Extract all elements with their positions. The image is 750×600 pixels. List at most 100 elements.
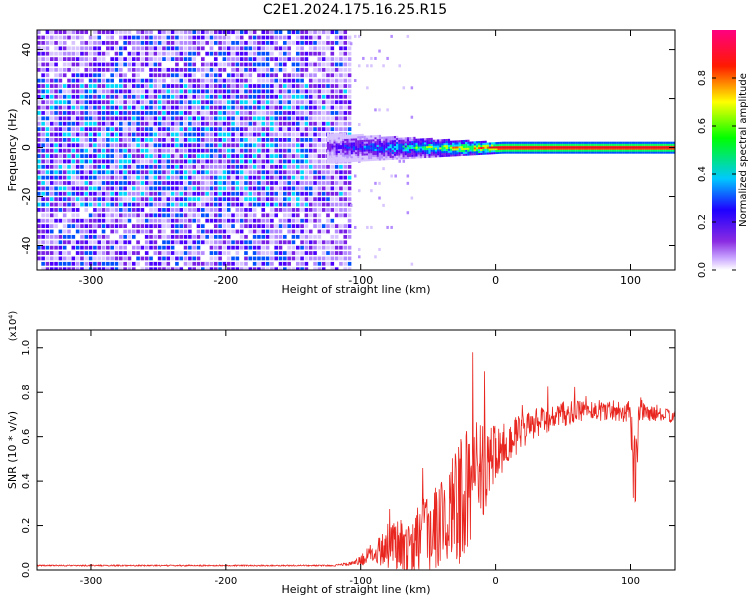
heatmap-cell <box>205 89 209 94</box>
heatmap-cell <box>170 234 175 239</box>
heatmap-cell <box>644 147 647 150</box>
heatmap-cell <box>136 57 140 61</box>
heatmap-cell <box>317 208 322 212</box>
heatmap-cell <box>235 73 240 78</box>
heatmap-cell <box>439 141 442 144</box>
heatmap-cell <box>114 46 119 51</box>
heatmap-cell <box>378 138 381 141</box>
heatmap-cell <box>149 240 153 245</box>
heatmap-cell <box>308 245 313 250</box>
heatmap-cell <box>157 261 162 266</box>
heatmap-cell <box>343 78 348 83</box>
heatmap-cell <box>270 234 274 239</box>
heatmap-cell <box>183 111 188 115</box>
heatmap-cell <box>374 146 377 150</box>
heatmap-cell <box>248 62 253 67</box>
heatmap-cell <box>370 156 373 160</box>
heatmap-cell <box>287 251 291 255</box>
heatmap-cell <box>620 151 623 154</box>
heatmap-cell <box>136 181 140 185</box>
heatmap-cell <box>54 181 58 185</box>
heatmap-cell <box>106 256 110 261</box>
heatmap-cell <box>175 267 179 270</box>
heatmap-cell <box>495 149 498 153</box>
heatmap-cell <box>37 100 41 105</box>
heatmap-cell <box>334 57 339 61</box>
heatmap-cell <box>283 261 287 266</box>
heatmap-cell <box>326 208 330 212</box>
heatmap-cell <box>183 132 188 137</box>
heatmap-cell <box>343 181 348 185</box>
heatmap-cell <box>239 175 244 180</box>
heatmap-cell <box>54 197 58 202</box>
heatmap-cell <box>183 170 188 175</box>
heatmap-cell <box>239 57 244 61</box>
heatmap-cell <box>644 151 647 154</box>
heatmap-cell <box>460 140 464 143</box>
heatmap-cell <box>144 197 149 202</box>
heatmap-cell <box>342 158 345 161</box>
heatmap-cell <box>188 261 192 266</box>
heatmap-cell <box>265 46 270 51</box>
heatmap-cell <box>614 147 617 150</box>
heatmap-cell <box>540 151 543 154</box>
heatmap-cell <box>62 224 67 229</box>
heatmap-cell <box>579 141 582 144</box>
heatmap-cell <box>244 78 248 83</box>
heatmap-cell <box>93 121 97 126</box>
heatmap-cell <box>101 191 106 196</box>
heatmap-cell <box>308 78 313 83</box>
heatmap-cell <box>106 218 110 223</box>
heatmap-cell <box>359 135 362 139</box>
heatmap-cell <box>519 149 522 152</box>
colorbar-gradient <box>712 30 736 270</box>
heatmap-cell <box>175 202 179 207</box>
heatmap-cell <box>406 211 410 215</box>
heatmap-cell <box>183 35 188 40</box>
heatmap-cell <box>213 41 218 45</box>
heatmap-cell <box>231 111 235 115</box>
heatmap-cell <box>313 240 317 245</box>
heatmap-cell <box>188 224 192 229</box>
heatmap-cell <box>376 148 379 151</box>
heatmap-cell <box>58 261 63 266</box>
heatmap-cell <box>222 62 227 67</box>
heatmap-cell <box>283 267 287 270</box>
heatmap-cell <box>93 191 97 196</box>
heatmap-cell <box>252 224 257 229</box>
heatmap-cell <box>209 41 214 45</box>
heatmap-cell <box>270 132 274 137</box>
heatmap-cell <box>54 116 58 121</box>
heatmap-cell <box>54 224 58 229</box>
heatmap-cell <box>84 164 89 169</box>
heatmap-cell <box>93 94 97 99</box>
heatmap-cell <box>346 134 349 137</box>
heatmap-cell <box>226 191 231 196</box>
heatmap-cell <box>106 111 110 115</box>
heatmap-cell <box>334 100 339 105</box>
heatmap-cell <box>270 46 274 51</box>
heatmap-cell <box>378 181 381 185</box>
heatmap-cell <box>162 181 166 185</box>
heatmap-cell <box>244 208 248 212</box>
heatmap-cell <box>334 111 339 115</box>
heatmap-cell <box>162 51 166 56</box>
heatmap-cell <box>49 84 54 88</box>
heatmap-cell <box>183 94 188 99</box>
heatmap-cell <box>562 141 565 144</box>
heatmap-cell <box>196 224 201 229</box>
heatmap-cell <box>261 181 266 185</box>
heatmap-cell <box>334 175 339 180</box>
heatmap-cell <box>334 73 339 78</box>
heatmap-cell <box>355 155 358 158</box>
heatmap-cell <box>525 147 528 150</box>
heatmap-cell <box>205 30 209 35</box>
heatmap-cell <box>170 170 175 175</box>
heatmap-cell <box>45 62 50 67</box>
heatmap-cell <box>644 143 647 146</box>
heatmap-cell <box>127 67 132 72</box>
heatmap-cell <box>337 139 340 142</box>
heatmap-cell <box>58 208 63 212</box>
heatmap-cell <box>419 142 422 145</box>
heatmap-cell <box>131 224 136 229</box>
